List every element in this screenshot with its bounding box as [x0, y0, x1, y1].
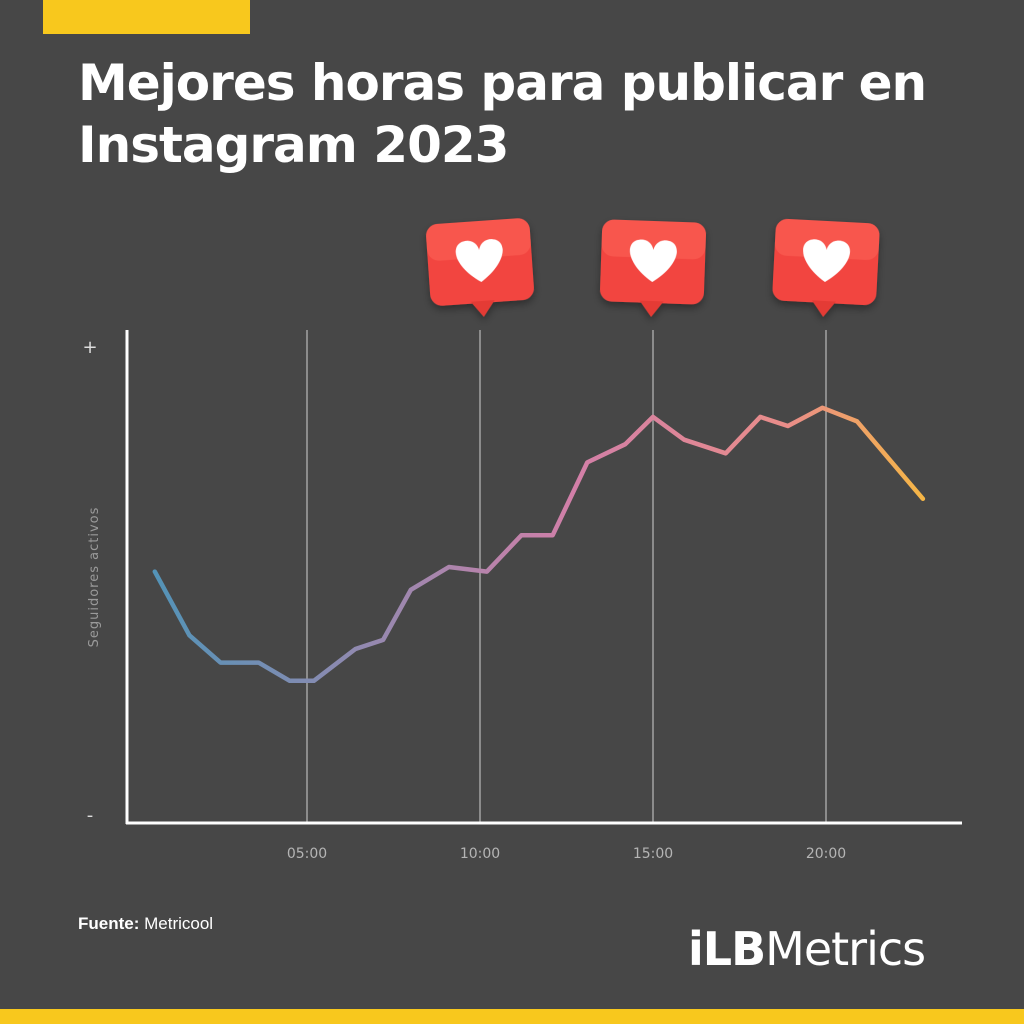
brand-logo: iLBMetrics [688, 922, 926, 976]
heart-markers [426, 218, 880, 317]
logo-second: Metrics [765, 922, 926, 976]
y-axis-top-symbol: + [82, 337, 97, 358]
source-value: Metricool [144, 914, 214, 933]
y-axis-bottom-symbol: - [87, 805, 94, 826]
heart-bubble-icon [426, 218, 534, 317]
heart-bubble-highlight [774, 218, 880, 261]
x-tick-label: 15:00 [633, 846, 673, 862]
x-tick-label: 10:00 [460, 846, 500, 862]
axes [125, 330, 962, 825]
heart-bubble-highlight [426, 218, 531, 261]
y-axis-label: Seguidores activos [87, 507, 102, 648]
source-label: Fuente: [78, 914, 140, 933]
source-note: Fuente: Metricool [78, 914, 213, 934]
tick-labels: 05:00 10:00 15:00 20:00 [287, 846, 846, 862]
heart-icon [803, 239, 851, 282]
logo-first: iLB [688, 922, 766, 976]
heart-bubble-icon [600, 219, 706, 317]
x-tick-label: 20:00 [806, 846, 846, 862]
top-accent-bar [43, 0, 250, 34]
x-tick-label: 05:00 [287, 846, 327, 862]
gridlines [306, 330, 827, 823]
series-line [152, 405, 926, 684]
heart-icon [629, 239, 677, 282]
heart-bubble-highlight [601, 219, 706, 260]
heart-bubble-tail [470, 300, 495, 317]
bottom-accent-bar [0, 1009, 1024, 1024]
heart-bubble-tail [639, 300, 664, 317]
heart-icon [455, 239, 503, 282]
heart-bubble-icon [772, 218, 880, 317]
series-layer [152, 405, 926, 684]
heart-bubble-tail [811, 300, 836, 317]
page-title: Mejores horas para publicar en Instagram… [78, 54, 927, 174]
